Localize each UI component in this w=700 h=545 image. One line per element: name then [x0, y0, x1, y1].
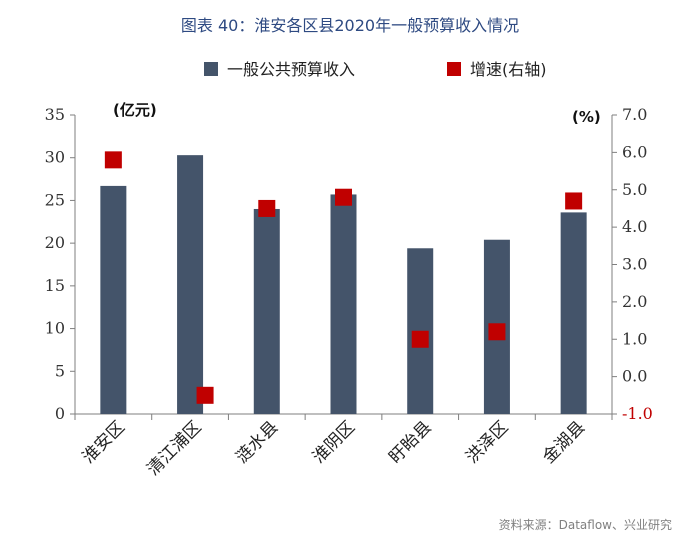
x-tick-label: 金湖县: [539, 417, 589, 467]
x-tick-label: 盱眙县: [386, 417, 436, 467]
left-tick-label: 15: [45, 276, 65, 295]
right-tick-label: 2.0: [622, 292, 647, 311]
right-tick-label: 0.0: [622, 367, 647, 386]
right-tick-label: 6.0: [622, 142, 647, 161]
left-axis-unit: (亿元): [113, 101, 157, 119]
right-tick-label: 1.0: [622, 329, 647, 348]
bar-1: [100, 185, 127, 414]
right-tick-label: -1.0: [622, 404, 653, 423]
bar-series: [100, 155, 587, 414]
left-tick-label: 25: [45, 190, 65, 209]
right-tick-label: 5.0: [622, 180, 647, 199]
right-tick-label: 3.0: [622, 255, 647, 274]
legend-swatch-revenue: [204, 62, 218, 76]
source-note: 资料来源：Dataflow、兴业研究: [498, 518, 672, 532]
x-tick-label: 清江浦区: [143, 417, 205, 479]
bar-4: [330, 194, 357, 414]
left-tick-label: 20: [45, 233, 65, 252]
growth-point-6: [488, 323, 506, 341]
growth-point-2: [196, 386, 214, 404]
right-tick-label: 4.0: [622, 217, 647, 236]
legend: 一般公共预算收入 增速(右轴): [204, 60, 547, 79]
x-tick-label: 涟水县: [232, 417, 282, 467]
growth-point-1: [104, 151, 122, 169]
legend-label-revenue: 一般公共预算收入: [227, 60, 355, 79]
x-tick-label: 淮安区: [79, 417, 129, 467]
right-axis-unit: (%): [572, 108, 601, 126]
x-tick-labels: 淮安区 清江浦区 涟水县 淮阴区 盱眙县 洪泽区 金湖县: [79, 417, 589, 479]
x-tick-label: 洪泽区: [462, 417, 512, 467]
left-tick-label: 0: [55, 404, 65, 423]
bar-2: [177, 155, 204, 414]
growth-point-7: [565, 192, 583, 210]
axes: 0 5 10 15 20 25 30 35 -1.0 0.0 1.0 2.0 3.0 4.0 5.0 6.0 7…: [45, 105, 653, 423]
left-tick-label: 5: [55, 361, 65, 380]
left-tick-label: 35: [45, 105, 65, 124]
growth-point-5: [411, 330, 429, 348]
growth-point-4: [335, 188, 352, 206]
bar-3: [253, 208, 280, 414]
bar-7: [560, 212, 587, 414]
growth-series: [104, 151, 583, 404]
x-tick-label: 淮阴区: [309, 417, 359, 467]
legend-swatch-growth: [447, 62, 461, 76]
chart-title: 图表 40：淮安各区县2020年一般预算收入情况: [180, 16, 520, 35]
growth-point-3: [258, 199, 276, 217]
right-tick-label: 7.0: [622, 105, 647, 124]
left-tick-label: 30: [45, 148, 65, 167]
legend-label-growth: 增速(右轴): [470, 60, 547, 79]
left-tick-label: 10: [45, 319, 65, 338]
axis-units: (亿元) (%): [113, 101, 601, 126]
